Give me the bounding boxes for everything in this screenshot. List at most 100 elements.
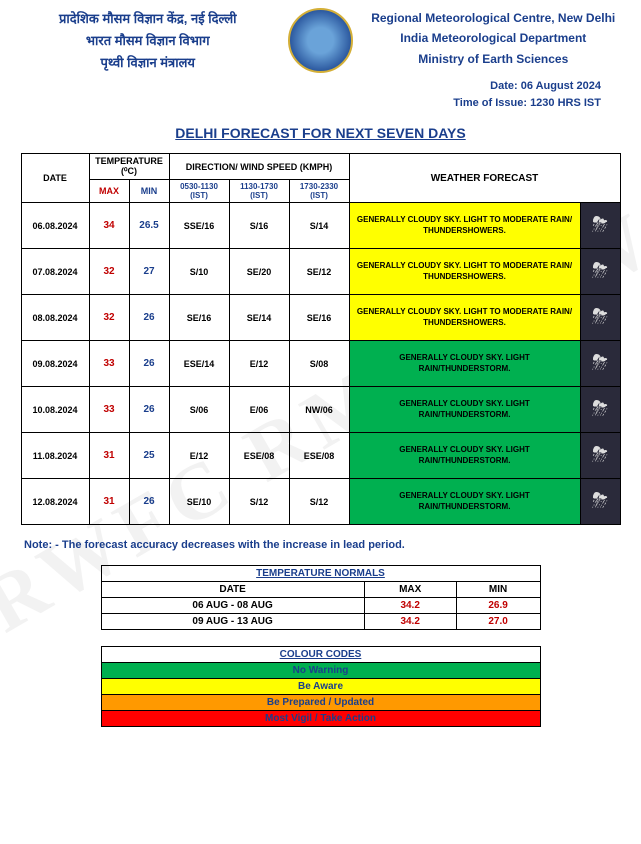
header-right-line2: India Meteorological Department — [366, 28, 622, 48]
colour-code-row: Most Vigil / Take Action — [101, 711, 540, 727]
cell-wind2: E/12 — [229, 341, 289, 387]
colour-codes-table: COLOUR CODES No WarningBe AwareBe Prepar… — [101, 646, 541, 727]
normals-date: 06 AUG - 08 AUG — [101, 598, 364, 614]
th-min: MIN — [129, 180, 169, 203]
cell-weather-forecast: GENERALLY CLOUDY SKY. LIGHT TO MODERATE … — [349, 295, 580, 341]
colour-code-row: No Warning — [101, 663, 540, 679]
cell-max: 32 — [89, 295, 129, 341]
cell-weather-forecast: GENERALLY CLOUDY SKY. LIGHT RAIN/THUNDER… — [349, 387, 580, 433]
issue-time: Time of Issue: 1230 HRS IST — [0, 95, 601, 112]
cell-max: 31 — [89, 433, 129, 479]
cell-wind2: ESE/08 — [229, 433, 289, 479]
normals-th-min: MIN — [456, 582, 540, 598]
cell-max: 31 — [89, 479, 129, 525]
th-date: DATE — [21, 154, 89, 203]
cell-max: 34 — [89, 203, 129, 249]
normals-max: 34.2 — [364, 614, 456, 630]
normals-min: 27.0 — [456, 614, 540, 630]
date-block: Date: 06 August 2024 Time of Issue: 1230… — [0, 74, 641, 117]
th-wind: DIRECTION/ WIND SPEED (KMPH) — [169, 154, 349, 180]
cell-wind1: SSE/16 — [169, 203, 229, 249]
cell-wind3: SE/16 — [289, 295, 349, 341]
colour-code-row: Be Prepared / Updated — [101, 695, 540, 711]
cell-weather-icon: ⛈ — [580, 203, 620, 249]
cell-wind3: ESE/08 — [289, 433, 349, 479]
thunderstorm-icon: ⛈ — [592, 214, 608, 236]
cell-date: 10.08.2024 — [21, 387, 89, 433]
cell-wind1: S/06 — [169, 387, 229, 433]
header-right: Regional Meteorological Centre, New Delh… — [366, 8, 622, 69]
thunderstorm-icon: ⛈ — [592, 260, 608, 282]
cell-wind1: SE/16 — [169, 295, 229, 341]
cell-max: 32 — [89, 249, 129, 295]
cell-date: 09.08.2024 — [21, 341, 89, 387]
header-right-line3: Ministry of Earth Sciences — [366, 49, 622, 69]
cell-wind2: S/12 — [229, 479, 289, 525]
thunderstorm-icon: ⛈ — [592, 352, 608, 374]
cell-wind2: S/16 — [229, 203, 289, 249]
cell-date: 12.08.2024 — [21, 479, 89, 525]
cell-max: 33 — [89, 387, 129, 433]
cell-wind3: S/14 — [289, 203, 349, 249]
accuracy-note: Note: - The forecast accuracy decreases … — [0, 525, 641, 565]
codes-title: COLOUR CODES — [101, 647, 540, 663]
cell-wind2: SE/14 — [229, 295, 289, 341]
header-right-line1: Regional Meteorological Centre, New Delh… — [366, 8, 622, 28]
cell-wind3: NW/06 — [289, 387, 349, 433]
cell-wind3: S/08 — [289, 341, 349, 387]
normals-th-date: DATE — [101, 582, 364, 598]
forecast-table: DATE TEMPERATURE (⁰C) DIRECTION/ WIND SP… — [21, 153, 621, 525]
imd-logo-icon — [288, 8, 353, 73]
cell-min: 26 — [129, 387, 169, 433]
th-wind3: 1730-2330 (IST) — [289, 180, 349, 203]
cell-weather-forecast: GENERALLY CLOUDY SKY. LIGHT RAIN/THUNDER… — [349, 341, 580, 387]
cell-min: 26 — [129, 479, 169, 525]
cell-wind1: ESE/14 — [169, 341, 229, 387]
cell-weather-icon: ⛈ — [580, 433, 620, 479]
cell-date: 11.08.2024 — [21, 433, 89, 479]
cell-wind1: E/12 — [169, 433, 229, 479]
page-title: DELHI FORECAST FOR NEXT SEVEN DAYS — [0, 117, 641, 153]
cell-weather-icon: ⛈ — [580, 479, 620, 525]
normals-date: 09 AUG - 13 AUG — [101, 614, 364, 630]
header: प्रादेशिक मौसम विज्ञान केंद्र, नई दिल्ली… — [0, 0, 641, 74]
cell-max: 33 — [89, 341, 129, 387]
cell-wind2: SE/20 — [229, 249, 289, 295]
cell-weather-forecast: GENERALLY CLOUDY SKY. LIGHT RAIN/THUNDER… — [349, 433, 580, 479]
cell-min: 26 — [129, 295, 169, 341]
normals-title: TEMPERATURE NORMALS — [101, 566, 540, 582]
colour-code-row: Be Aware — [101, 679, 540, 695]
normals-max: 34.2 — [364, 598, 456, 614]
cell-date: 07.08.2024 — [21, 249, 89, 295]
cell-min: 26 — [129, 341, 169, 387]
th-wind1: 0530-1130 (IST) — [169, 180, 229, 203]
th-max: MAX — [89, 180, 129, 203]
normals-min: 26.9 — [456, 598, 540, 614]
cell-wind3: S/12 — [289, 479, 349, 525]
header-left: प्रादेशिक मौसम विज्ञान केंद्र, नई दिल्ली… — [20, 8, 276, 74]
th-temp: TEMPERATURE (⁰C) — [89, 154, 169, 180]
header-left-line1: प्रादेशिक मौसम विज्ञान केंद्र, नई दिल्ली — [20, 8, 276, 30]
header-logo-wrap — [276, 8, 366, 73]
thunderstorm-icon: ⛈ — [592, 444, 608, 466]
thunderstorm-icon: ⛈ — [592, 490, 608, 512]
cell-weather-forecast: GENERALLY CLOUDY SKY. LIGHT TO MODERATE … — [349, 249, 580, 295]
cell-weather-forecast: GENERALLY CLOUDY SKY. LIGHT RAIN/THUNDER… — [349, 479, 580, 525]
cell-weather-icon: ⛈ — [580, 341, 620, 387]
cell-min: 27 — [129, 249, 169, 295]
normals-th-max: MAX — [364, 582, 456, 598]
cell-wind1: SE/10 — [169, 479, 229, 525]
cell-weather-icon: ⛈ — [580, 249, 620, 295]
cell-weather-icon: ⛈ — [580, 387, 620, 433]
header-left-line2: भारत मौसम विज्ञान विभाग — [20, 30, 276, 52]
issue-date: Date: 06 August 2024 — [0, 78, 601, 95]
cell-min: 25 — [129, 433, 169, 479]
cell-date: 08.08.2024 — [21, 295, 89, 341]
cell-wind1: S/10 — [169, 249, 229, 295]
cell-min: 26.5 — [129, 203, 169, 249]
normals-table: TEMPERATURE NORMALS DATE MAX MIN 06 AUG … — [101, 565, 541, 630]
cell-wind2: E/06 — [229, 387, 289, 433]
header-left-line3: पृथ्वी विज्ञान मंत्रालय — [20, 52, 276, 74]
thunderstorm-icon: ⛈ — [592, 398, 608, 420]
cell-weather-icon: ⛈ — [580, 295, 620, 341]
